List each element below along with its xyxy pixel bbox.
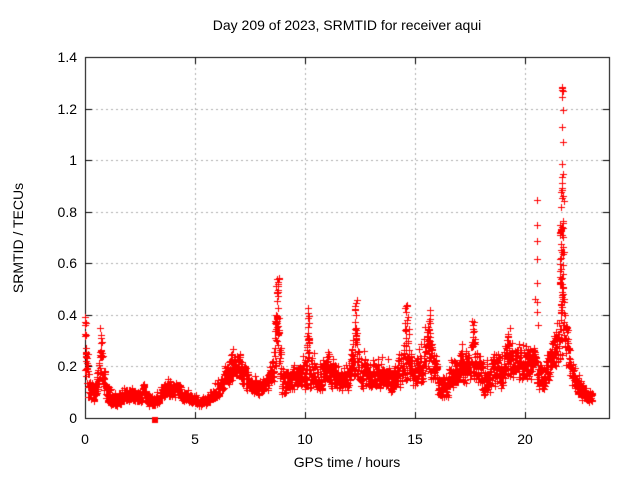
y-tick-label: 1.4 [57,49,77,65]
chart-title: Day 209 of 2023, SRMTID for receiver aqu… [212,17,482,33]
y-tick-label: 1 [69,152,77,168]
y-tick-label: 0.2 [57,358,77,374]
x-axis-label: GPS time / hours [293,454,401,470]
y-tick-label: 0.4 [57,307,77,323]
y-tick-label: 1.2 [57,101,77,117]
y-tick-label: 0.8 [57,204,77,220]
x-tick-label: 15 [407,431,423,447]
y-tick-label: 0.6 [57,255,77,271]
x-tick-label: 20 [517,431,533,447]
y-axis-label: SRMTID / TECUs [10,182,26,294]
x-tick-label: 5 [191,431,199,447]
x-tick-label: 0 [81,431,89,447]
y-tick-label: 0 [69,410,77,426]
x-tick-label: 10 [297,431,313,447]
